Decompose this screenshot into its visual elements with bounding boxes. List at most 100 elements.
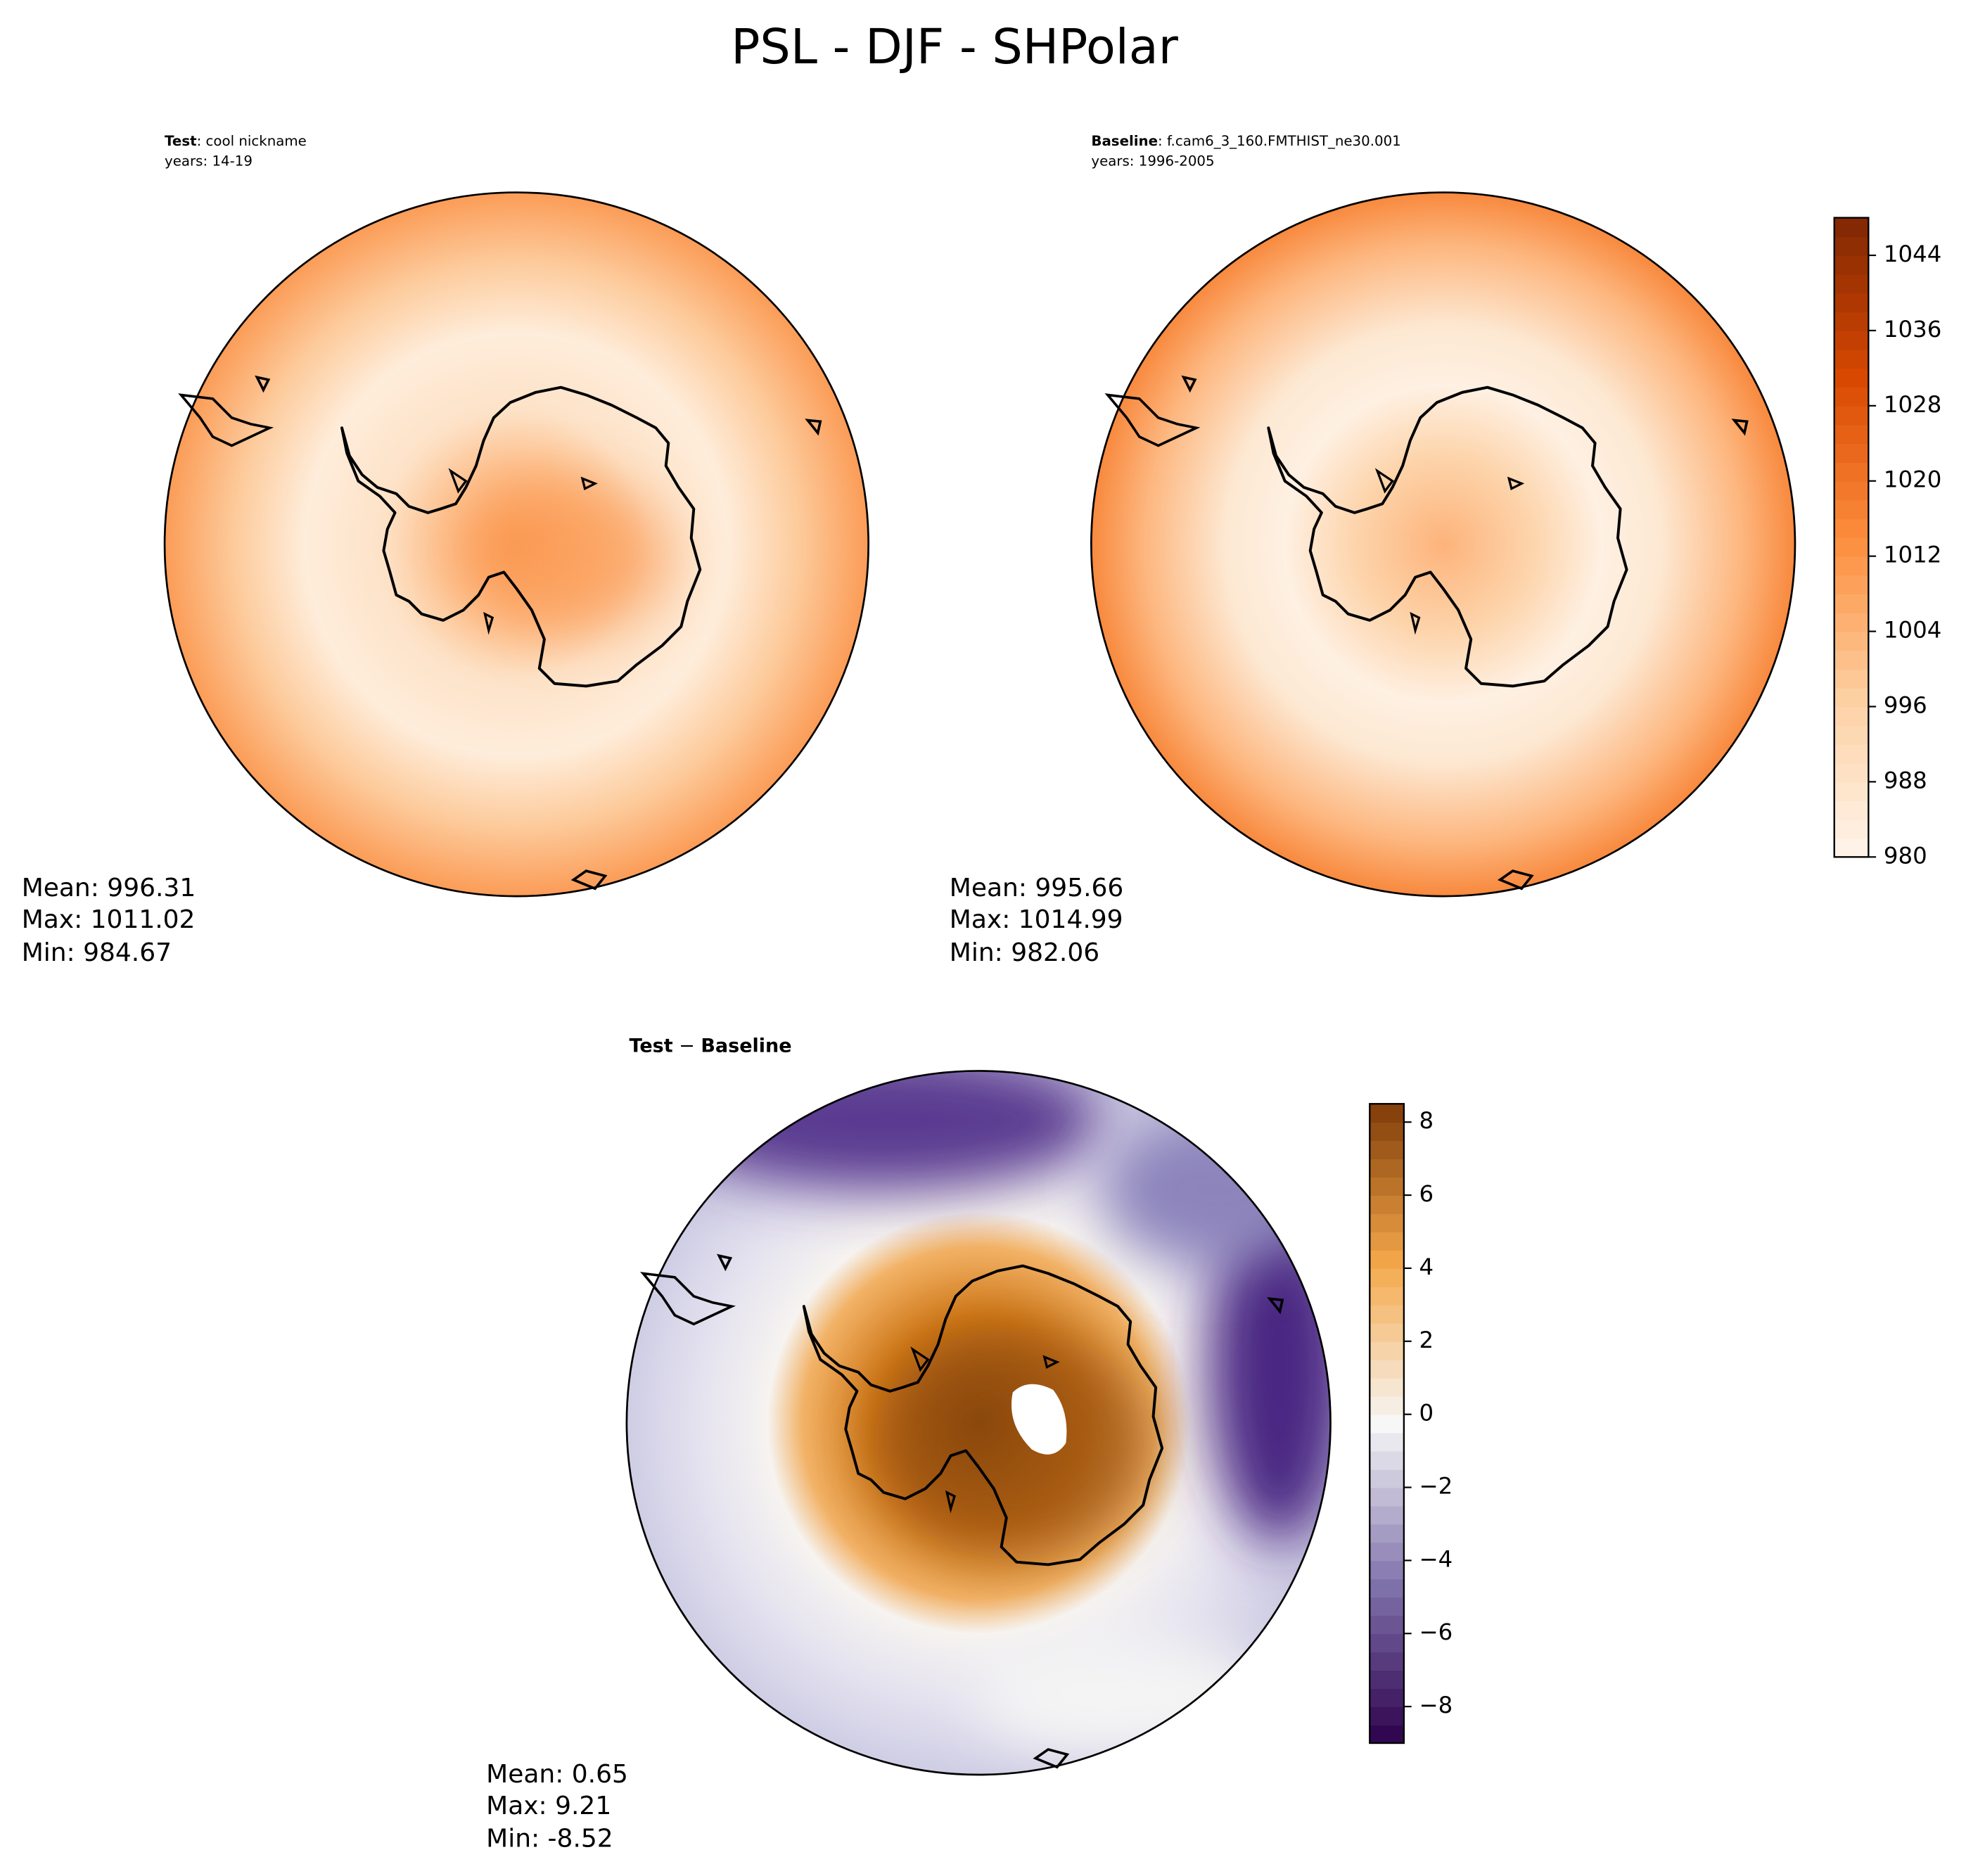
colorbar-band (1834, 762, 1869, 783)
colorbar-band (1834, 443, 1869, 463)
colorbar-band (1370, 1615, 1404, 1635)
colorbar-band (1370, 1633, 1404, 1653)
colorbar-frame (1833, 217, 1870, 858)
stat: Min: -8.52 (486, 1825, 613, 1853)
colorbar-band (1370, 1177, 1404, 1196)
colorbar-tick-label: 1020 (1884, 466, 1941, 493)
colorbar-band (1370, 1286, 1404, 1306)
stat: Min: 984.67 (22, 938, 172, 967)
map-test (165, 192, 869, 897)
colorbar-tick-label: 1004 (1884, 617, 1941, 644)
colorbar-band (1834, 556, 1869, 576)
colorbar-band (1370, 1268, 1404, 1287)
stat: Mean: 0.65 (486, 1760, 628, 1789)
panel-label: Test: cool nickname (165, 133, 307, 149)
colorbar-band (1834, 819, 1869, 839)
label-bold: Test (165, 133, 197, 149)
colorbar-frame (1369, 1103, 1405, 1744)
colorbar-band (1834, 312, 1869, 331)
colorbar-tick-label: −6 (1419, 1619, 1453, 1645)
colorbar-band (1834, 744, 1869, 764)
colorbar-band (1834, 838, 1869, 858)
label-text: : cool nickname (197, 133, 307, 149)
panel-years: years: 1996-2005 (1091, 153, 1214, 170)
colorbar-band (1370, 1195, 1404, 1214)
colorbar-band (1370, 1104, 1404, 1123)
colorbar-band (1370, 1249, 1404, 1269)
colorbar-band (1834, 236, 1869, 256)
colorbar-tick-label: −8 (1419, 1692, 1453, 1718)
colorbar-band (1834, 594, 1869, 613)
colorbar-band (1834, 669, 1869, 689)
colorbar-band (1370, 1560, 1404, 1580)
colorbar-band (1370, 1505, 1404, 1525)
colorbar-tick-label: −4 (1419, 1545, 1453, 1572)
colorbar-band (1370, 1341, 1404, 1360)
colorbar-band (1370, 1487, 1404, 1507)
panel-years: years: 14-19 (165, 153, 253, 170)
colorbar-band (1370, 1652, 1404, 1671)
map-difference (626, 1071, 1331, 1775)
colorbar-tick-label: −2 (1419, 1473, 1453, 1500)
colorbar-band (1370, 1359, 1404, 1379)
stat: Mean: 995.66 (950, 874, 1124, 902)
colorbar-tick-label: 1028 (1884, 391, 1941, 418)
colorbar-band (1834, 462, 1869, 482)
colorbar-band (1370, 1414, 1404, 1434)
colorbar-band (1834, 499, 1869, 520)
colorbar-band (1370, 1322, 1404, 1342)
colorbar-band (1834, 217, 1869, 238)
colorbar-band (1370, 1213, 1404, 1232)
colorbar-band (1834, 368, 1869, 388)
panel-label: Baseline: f.cam6_3_160.FMTHIST_ne30.001 (1091, 133, 1400, 149)
colorbar-band (1370, 1524, 1404, 1543)
colorbar-tick-label: 1044 (1884, 241, 1941, 267)
colorbar-band (1370, 1140, 1404, 1160)
colorbar-tick-label: 4 (1419, 1253, 1434, 1280)
colorbar-band (1834, 725, 1869, 745)
map-baseline (1091, 192, 1795, 897)
colorbar-band (1834, 424, 1869, 445)
label-text: − (673, 1035, 701, 1057)
label-bold: Test (630, 1035, 673, 1057)
colorbar-band (1834, 274, 1869, 294)
colorbar-band (1834, 387, 1869, 407)
colorbar-band (1370, 1450, 1404, 1470)
colorbar-band (1834, 518, 1869, 538)
stat: Min: 982.06 (950, 938, 1099, 967)
colorbar-band (1370, 1578, 1404, 1598)
map-border (163, 191, 869, 898)
colorbar-band (1834, 781, 1869, 802)
figure-title: PSL - DJF - SHPolar (731, 20, 1178, 75)
panel-label: Test − Baseline (630, 1035, 792, 1057)
colorbar-tick-label: 1012 (1884, 542, 1941, 568)
colorbar-tick-label: 6 (1419, 1180, 1434, 1207)
colorbar-band (1834, 405, 1869, 426)
colorbar-band (1370, 1377, 1404, 1397)
colorbar-band (1834, 349, 1869, 369)
colorbar-band (1370, 1159, 1404, 1178)
colorbar-band (1834, 687, 1869, 708)
colorbar-band (1370, 1725, 1404, 1744)
colorbar-band (1370, 1304, 1404, 1324)
colorbar-band (1834, 480, 1869, 501)
label-text: : f.cam6_3_160.FMTHIST_ne30.001 (1158, 133, 1401, 149)
colorbar-band (1370, 1542, 1404, 1562)
stat: Max: 9.21 (486, 1792, 611, 1820)
colorbar-tick-label: 996 (1884, 691, 1927, 718)
colorbar-band (1834, 537, 1869, 557)
colorbar-band (1834, 800, 1869, 820)
colorbar-band (1370, 1469, 1404, 1488)
colorbar-tick-label: 0 (1419, 1400, 1434, 1427)
colorbar-band (1834, 631, 1869, 651)
colorbar-band (1370, 1396, 1404, 1415)
colorbar-band (1834, 706, 1869, 727)
stat: Mean: 996.31 (22, 874, 196, 902)
map-border (625, 1070, 1332, 1776)
colorbar-band (1370, 1232, 1404, 1251)
stat: Max: 1011.02 (22, 905, 196, 934)
label-bold: Baseline (1091, 133, 1158, 149)
colorbar-tick-label: 988 (1884, 767, 1927, 793)
